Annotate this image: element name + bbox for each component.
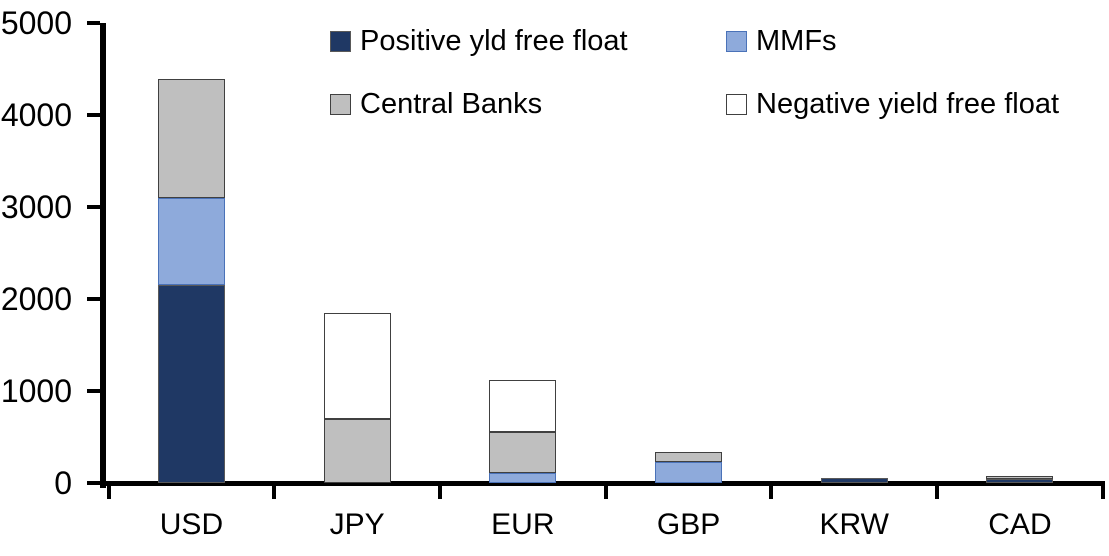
bar-segment — [489, 379, 557, 433]
bar-segment — [157, 78, 225, 198]
x-axis-tick — [438, 480, 442, 499]
y-axis-tick — [87, 389, 100, 393]
legend-label-negative-yield-free-float: Negative yield free float — [756, 88, 1060, 120]
legend-item-central-banks: Central Banks — [330, 90, 542, 119]
bar-segment — [157, 285, 225, 483]
bar-segment — [986, 478, 1054, 483]
y-axis-tick — [87, 113, 100, 118]
bar-segment — [655, 452, 723, 462]
x-category-label: KRW — [819, 508, 889, 541]
x-axis-tick — [1100, 480, 1105, 499]
legend-swatch-central-banks — [330, 94, 351, 115]
bar-segment — [820, 478, 888, 483]
y-axis-tick — [87, 205, 100, 210]
bar-segment — [323, 312, 391, 419]
legend-item-positive-yld-free-float: Positive yld free float — [330, 27, 628, 56]
y-axis-tick — [87, 480, 100, 485]
y-axis-tick-label: 2000 — [0, 281, 72, 318]
x-category-label: JPY — [329, 508, 385, 541]
legend-swatch-positive-yld-free-float — [330, 31, 351, 52]
legend-label-positive-yld-free-float: Positive yld free float — [360, 25, 628, 57]
x-axis-tick — [935, 480, 940, 499]
x-category-label: EUR — [491, 508, 555, 541]
x-axis-line — [100, 480, 1103, 486]
x-category-label: USD — [159, 508, 224, 541]
y-axis-tick — [87, 21, 100, 26]
y-axis-tick-label: 1000 — [0, 373, 72, 409]
bar-segment — [489, 432, 557, 473]
x-axis-tick — [769, 480, 774, 499]
legend-swatch-mmfs — [726, 31, 747, 52]
bar-segment — [323, 418, 391, 483]
y-axis-tick-label: 4000 — [0, 97, 72, 134]
x-axis-tick — [106, 480, 111, 499]
bar-segment — [655, 461, 723, 483]
legend-label-mmfs: MMFs — [756, 25, 837, 57]
y-axis-tick — [87, 297, 100, 302]
x-category-label: CAD — [988, 508, 1052, 541]
x-axis-tick — [272, 480, 277, 499]
y-axis-tick-label: 0 — [54, 464, 72, 501]
x-category-label: GBP — [656, 508, 721, 541]
legend-label-central-banks: Central Banks — [360, 88, 543, 120]
y-axis-tick-label: 3000 — [0, 189, 72, 226]
y-axis-tick-label: 5000 — [0, 5, 72, 42]
y-axis-line — [100, 23, 106, 488]
bar-segment — [157, 198, 225, 286]
legend-item-negative-yield-free-float: Negative yield free float — [726, 90, 1059, 119]
bar-segment — [489, 472, 557, 483]
legend-swatch-negative-yield-free-float — [726, 94, 747, 115]
bar-segment — [986, 476, 1054, 479]
x-axis-tick — [603, 480, 608, 499]
legend-item-mmfs: MMFs — [726, 27, 837, 56]
